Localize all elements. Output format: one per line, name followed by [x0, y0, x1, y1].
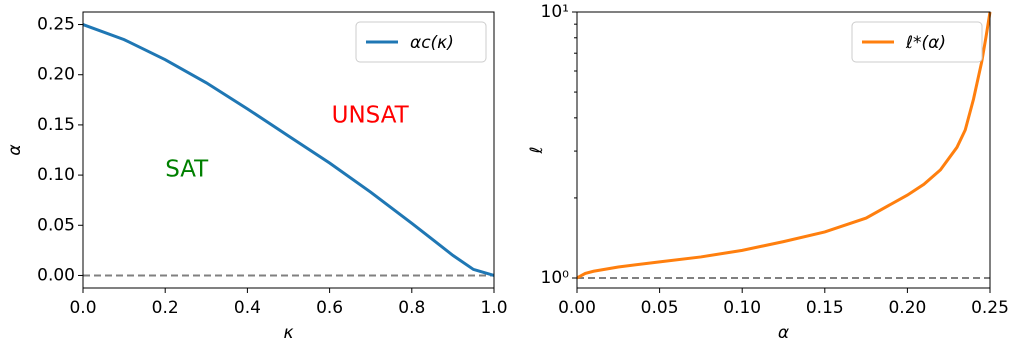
- y-tick-label: 10¹: [541, 2, 569, 22]
- y-tick-label: 0.05: [37, 215, 75, 235]
- x-tick-label: 0.10: [723, 298, 761, 318]
- x-tick-label: 0.25: [971, 298, 1009, 318]
- legend-box: [851, 21, 983, 63]
- x-tick-label: 0.4: [234, 298, 261, 318]
- y-tick-label: 0.20: [37, 65, 75, 85]
- x-axis-label: κ: [283, 323, 293, 343]
- y-axis-label: ℓ: [527, 146, 547, 154]
- x-tick-label: 0.0: [69, 298, 96, 318]
- x-tick-label: 0.6: [316, 298, 343, 318]
- legend-label: αc(κ): [410, 33, 454, 53]
- y-axis-label: α: [5, 144, 25, 155]
- x-tick-label: 1.0: [480, 298, 507, 318]
- y-tick-label: 0.00: [37, 265, 75, 285]
- x-tick-label: 0.2: [152, 298, 179, 318]
- data-line: [82, 23, 495, 277]
- x-tick-label: 0.15: [806, 298, 844, 318]
- y-tick-label: 0.15: [37, 115, 75, 135]
- plot-frame: [82, 11, 495, 289]
- x-tick-label: 0.00: [558, 298, 596, 318]
- annotation: UNSAT: [332, 102, 410, 128]
- x-tick-label: 0.05: [641, 298, 679, 318]
- y-tick-label: 0.25: [37, 15, 75, 35]
- legend-label: ℓ*(α): [905, 33, 946, 53]
- x-axis-label: α: [778, 323, 789, 343]
- plot-frame: [576, 11, 991, 289]
- annotation: SAT: [165, 157, 209, 183]
- data-line: [576, 11, 992, 280]
- y-tick-label: 10⁰: [541, 268, 570, 288]
- x-tick-label: 0.20: [888, 298, 926, 318]
- x-tick-label: 0.8: [398, 298, 425, 318]
- y-tick-label: 0.10: [37, 165, 75, 185]
- legend-box: [355, 21, 487, 63]
